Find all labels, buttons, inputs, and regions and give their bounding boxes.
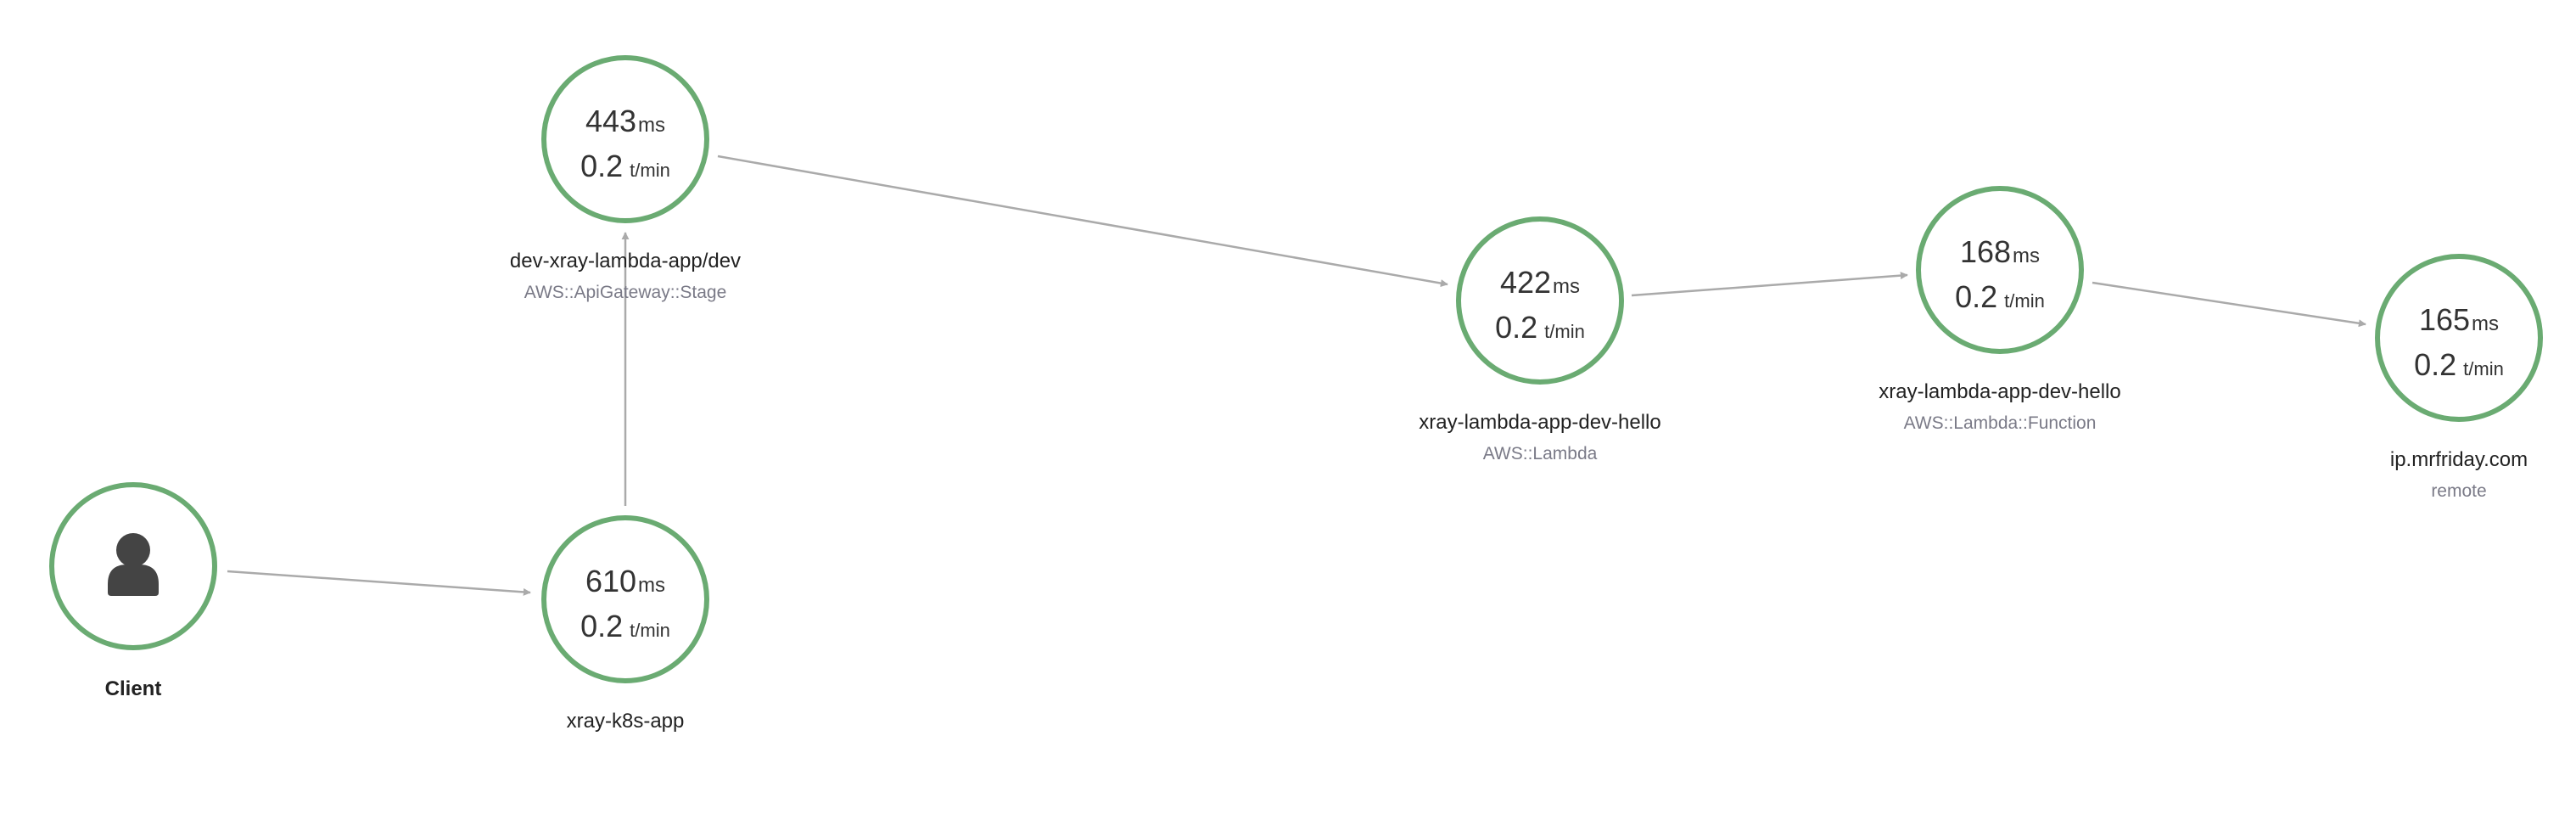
node-type-label: AWS::ApiGateway::Stage xyxy=(524,283,727,302)
rate-metric: 0.2 t/min xyxy=(2414,347,2504,382)
latency-metric: 165ms xyxy=(2419,302,2499,337)
latency-metric: 443ms xyxy=(585,104,665,138)
edge-client-to-xray-k8s-app[interactable] xyxy=(227,570,531,596)
rate-metric: 0.2 t/min xyxy=(580,609,670,643)
edge-lambda-to-lambda-function[interactable] xyxy=(1631,272,1908,297)
edges xyxy=(227,154,2366,596)
latency-metric: 422ms xyxy=(1500,265,1580,300)
node-circle-xray-k8s-app[interactable] xyxy=(541,515,709,683)
edge-api-gateway-to-lambda[interactable] xyxy=(717,154,1448,288)
client-node[interactable]: Client xyxy=(49,482,217,700)
latency-metric: 168ms xyxy=(1960,234,2040,269)
rate-metric: 0.2 t/min xyxy=(1495,310,1585,345)
node-name-label[interactable]: dev-xray-lambda-app/dev xyxy=(510,250,741,272)
node-remote[interactable]: 165ms 0.2 t/min ip.mrfriday.com remote xyxy=(2375,254,2543,501)
node-circle-lambda-function[interactable] xyxy=(1916,186,2084,354)
node-lambda-function[interactable]: 168ms 0.2 t/min xray-lambda-app-dev-hello… xyxy=(1879,186,2121,433)
rate-metric: 0.2 t/min xyxy=(1955,279,2045,314)
node-circle-lambda[interactable] xyxy=(1456,216,1624,385)
node-name-label[interactable]: ip.mrfriday.com xyxy=(2390,448,2528,471)
node-circle-remote[interactable] xyxy=(2375,254,2543,422)
edge-lambda-function-to-remote[interactable] xyxy=(2092,281,2366,328)
rate-metric: 0.2 t/min xyxy=(580,149,670,183)
node-lambda[interactable]: 422ms 0.2 t/min xray-lambda-app-dev-hello… xyxy=(1419,216,1661,463)
node-xray-k8s-app[interactable]: 610ms 0.2 t/min xray-k8s-app xyxy=(541,515,709,733)
node-type-label: AWS::Lambda::Function xyxy=(1904,413,2097,433)
user-icon xyxy=(108,533,159,596)
client-label[interactable]: Client xyxy=(105,677,162,700)
node-type-label: AWS::Lambda xyxy=(1483,444,1598,463)
node-name-label[interactable]: xray-k8s-app xyxy=(567,710,685,733)
latency-metric: 610ms xyxy=(585,564,665,598)
node-name-label[interactable]: xray-lambda-app-dev-hello xyxy=(1879,380,2120,403)
node-api-gateway-stage[interactable]: 443ms 0.2 t/min dev-xray-lambda-app/dev A… xyxy=(510,55,741,302)
node-type-label: remote xyxy=(2431,481,2486,501)
node-circle-api-gateway-stage[interactable] xyxy=(541,55,709,223)
node-name-label[interactable]: xray-lambda-app-dev-hello xyxy=(1419,411,1660,434)
